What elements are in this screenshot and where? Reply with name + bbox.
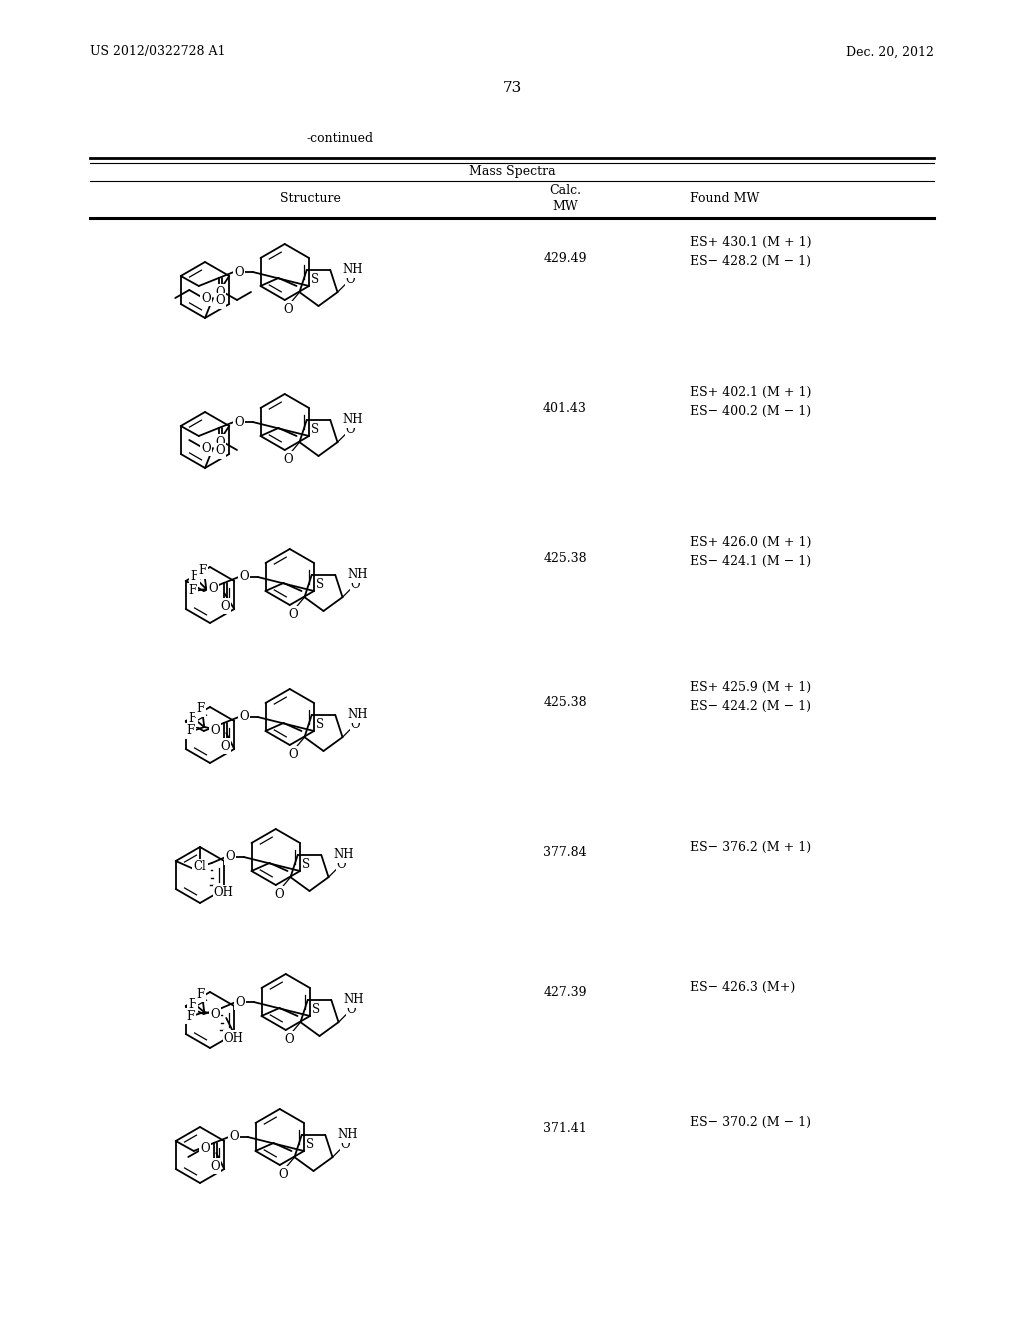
Text: NH: NH (337, 1129, 357, 1142)
Text: F: F (188, 998, 197, 1011)
Text: Structure: Structure (280, 193, 340, 206)
Text: O: O (337, 858, 346, 871)
Text: O: O (239, 710, 249, 723)
Text: NH: NH (342, 413, 362, 426)
Text: O: O (225, 850, 234, 863)
Text: O: O (346, 273, 355, 285)
Text: O: O (202, 292, 211, 305)
Text: O: O (233, 265, 244, 279)
Text: ES− 376.2 (M + 1): ES− 376.2 (M + 1) (690, 841, 811, 854)
Text: ES− 426.3 (M+): ES− 426.3 (M+) (690, 981, 796, 994)
Text: -continued: -continued (306, 132, 374, 144)
Text: Dec. 20, 2012: Dec. 20, 2012 (846, 45, 934, 58)
Text: O: O (215, 294, 224, 308)
Text: ES+ 402.1 (M + 1)
ES− 400.2 (M − 1): ES+ 402.1 (M + 1) ES− 400.2 (M − 1) (690, 387, 811, 417)
Text: NH: NH (333, 849, 353, 862)
Text: O: O (211, 723, 220, 737)
Text: O: O (215, 285, 224, 298)
Text: NH: NH (343, 994, 364, 1006)
Text: 371.41: 371.41 (543, 1122, 587, 1134)
Text: O: O (346, 422, 355, 436)
Text: ES− 370.2 (M − 1): ES− 370.2 (M − 1) (690, 1115, 811, 1129)
Text: NH: NH (347, 569, 368, 581)
Text: F: F (197, 987, 205, 1001)
Text: O: O (220, 599, 229, 612)
Text: O: O (211, 1008, 220, 1022)
Text: F: F (197, 702, 205, 715)
Text: NH: NH (347, 709, 368, 721)
Text: NH: NH (342, 263, 362, 276)
Text: OH: OH (214, 887, 233, 899)
Text: 377.84: 377.84 (543, 846, 587, 859)
Text: 73: 73 (503, 81, 521, 95)
Text: US 2012/0322728 A1: US 2012/0322728 A1 (90, 45, 225, 58)
Text: OH: OH (224, 1031, 244, 1044)
Text: ES+ 426.0 (M + 1)
ES− 424.1 (M − 1): ES+ 426.0 (M + 1) ES− 424.1 (M − 1) (690, 536, 811, 568)
Text: F: F (198, 565, 207, 578)
Text: S: S (306, 1138, 314, 1151)
Text: F: F (186, 725, 195, 738)
Text: S: S (302, 858, 310, 871)
Text: F: F (188, 585, 197, 598)
Text: F: F (188, 713, 197, 726)
Text: O: O (229, 1130, 239, 1143)
Text: F: F (186, 1010, 195, 1023)
Text: O: O (215, 445, 224, 458)
Text: O: O (209, 582, 218, 595)
Text: O: O (284, 302, 293, 315)
Text: 425.38: 425.38 (543, 697, 587, 710)
Text: F: F (190, 570, 199, 583)
Text: 427.39: 427.39 (544, 986, 587, 999)
Text: O: O (220, 739, 229, 752)
Text: O: O (210, 1159, 219, 1172)
Text: 401.43: 401.43 (543, 401, 587, 414)
Text: S: S (315, 718, 324, 731)
Text: O: O (284, 453, 293, 466)
Text: O: O (215, 436, 224, 449)
Text: 429.49: 429.49 (544, 252, 587, 264)
Text: O: O (279, 1168, 289, 1180)
Text: Mass Spectra: Mass Spectra (469, 165, 555, 178)
Text: Calc.
MW: Calc. MW (549, 185, 581, 214)
Text: O: O (201, 1143, 210, 1155)
Text: O: O (350, 718, 360, 731)
Text: O: O (202, 441, 211, 454)
Text: O: O (234, 995, 245, 1008)
Text: S: S (310, 273, 318, 286)
Text: S: S (311, 1003, 319, 1016)
Text: 425.38: 425.38 (543, 552, 587, 565)
Text: ES+ 430.1 (M + 1)
ES− 428.2 (M − 1): ES+ 430.1 (M + 1) ES− 428.2 (M − 1) (690, 236, 811, 268)
Text: O: O (233, 416, 244, 429)
Text: O: O (285, 1032, 294, 1045)
Text: O: O (347, 1003, 356, 1015)
Text: O: O (289, 607, 298, 620)
Text: O: O (341, 1138, 350, 1151)
Text: O: O (239, 570, 249, 583)
Text: O: O (350, 578, 360, 590)
Text: S: S (315, 578, 324, 591)
Text: O: O (289, 747, 298, 760)
Text: ES+ 425.9 (M + 1)
ES− 424.2 (M − 1): ES+ 425.9 (M + 1) ES− 424.2 (M − 1) (690, 681, 811, 713)
Text: S: S (310, 424, 318, 437)
Text: Found MW: Found MW (690, 193, 760, 206)
Text: O: O (274, 887, 285, 900)
Text: Cl: Cl (194, 861, 207, 874)
